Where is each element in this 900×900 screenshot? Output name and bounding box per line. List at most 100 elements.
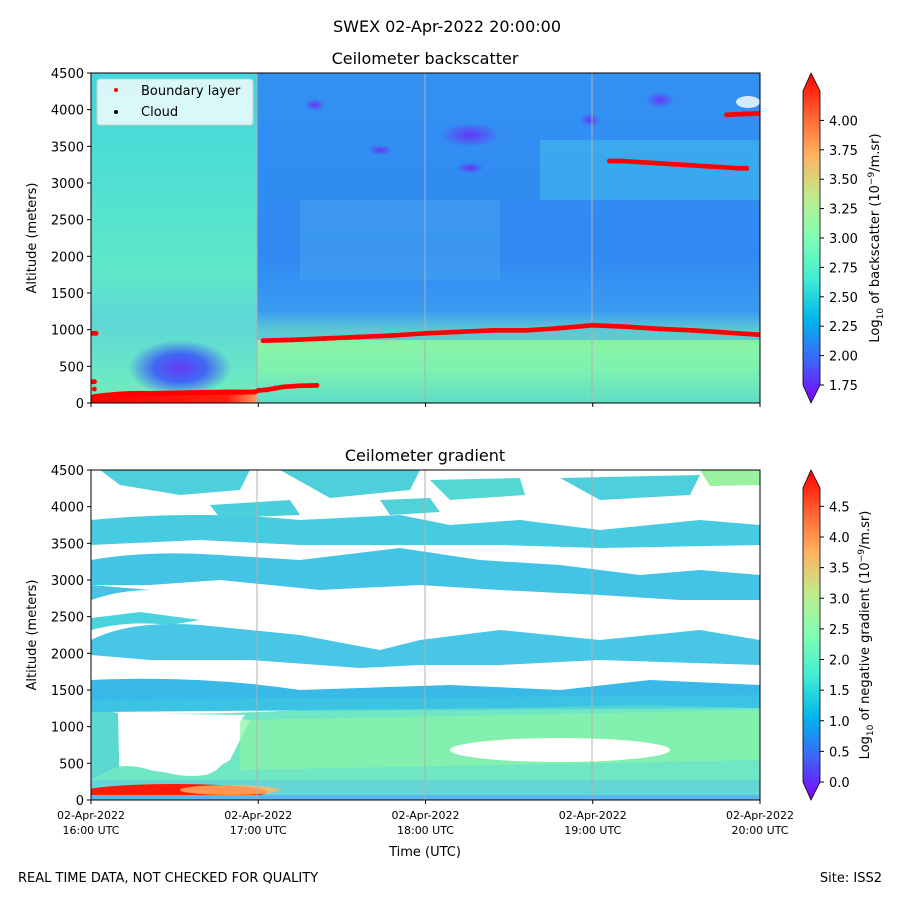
- y-tick-label: 1500: [51, 684, 84, 699]
- colorbar-tick-label: 0.5: [829, 745, 850, 760]
- figure-suptitle: SWEX 02-Apr-2022 20:00:00: [333, 17, 561, 36]
- boundary-layer-point: [740, 111, 746, 117]
- boundary-layer-point: [91, 379, 97, 385]
- boundary-layer-point: [744, 165, 750, 171]
- boundary-layer-point: [757, 110, 760, 116]
- boundary-layer-point: [623, 324, 629, 330]
- boundary-layer-point: [155, 391, 161, 396]
- backscatter-y-axis: 0 500 1000 1500 2000 2500 3000 3500 4000 4500: [51, 67, 91, 412]
- y-tick-label: 2500: [51, 611, 84, 626]
- y-tick-label: 3000: [51, 177, 84, 192]
- x-tick-date: 02-Apr-2022: [391, 809, 459, 822]
- y-tick-label: 2000: [51, 250, 84, 265]
- colorbar-tick-label: 2.00: [829, 350, 858, 365]
- x-tick-date: 02-Apr-2022: [224, 809, 292, 822]
- boundary-layer-point: [657, 326, 663, 332]
- backscatter-colorbar: 1.75 2.00 2.25 2.50 2.75 3.00 3.25 3.50 3.75 4.00…: [802, 72, 886, 404]
- boundary-layer-point: [757, 332, 760, 338]
- quality-disclaimer: REAL TIME DATA, NOT CHECKED FOR QUALITY: [18, 871, 318, 886]
- y-tick-label: 3500: [51, 537, 84, 552]
- y-tick-label: 4500: [51, 67, 84, 82]
- boundary-layer-point: [188, 390, 194, 396]
- boundary-layer-point: [93, 330, 99, 336]
- colorbar-tick-label: 3.50: [829, 173, 858, 188]
- y-tick-label: 4000: [51, 104, 84, 119]
- boundary-layer-point: [280, 384, 286, 390]
- legend-label-boundary-layer: Boundary layer: [141, 84, 241, 99]
- y-tick-label: 4000: [51, 501, 84, 516]
- y-tick-label: 2500: [51, 214, 84, 229]
- boundary-layer-point: [205, 390, 211, 396]
- boundary-layer-point: [456, 329, 462, 335]
- boundary-layer-point: [490, 328, 495, 333]
- backscatter-heatmap: [91, 73, 760, 403]
- backscatter-panel: Ceilometer backscatter: [25, 49, 886, 412]
- colorbar-tick-label: 0.0: [829, 776, 850, 791]
- x-tick-time: 16:00 UTC: [62, 824, 119, 837]
- boundary-layer-point: [222, 389, 228, 395]
- legend-marker-cloud: [114, 110, 118, 114]
- colorbar-tick-label: 2.5: [829, 623, 850, 638]
- boundary-layer-series: [91, 110, 760, 399]
- x-tick-date: 02-Apr-2022: [726, 809, 794, 822]
- boundary-layer-point: [690, 328, 696, 333]
- colorbar-tick-label: 2.50: [829, 291, 858, 306]
- gradient-x-axis: 02-Apr-2022 16:00 UTC 02-Apr-2022 17:00 UTC…: [57, 800, 794, 837]
- x-tick-date: 02-Apr-2022: [559, 809, 627, 822]
- y-tick-label: 0: [76, 397, 84, 412]
- gradient-heatmap: [91, 470, 760, 800]
- boundary-layer-point: [556, 325, 562, 331]
- gradient-title: Ceilometer gradient: [345, 446, 505, 465]
- y-tick-label: 1500: [51, 287, 84, 302]
- y-tick-label: 500: [59, 757, 84, 772]
- colorbar-tick-label: 2.75: [829, 261, 858, 276]
- boundary-layer-point: [91, 386, 97, 392]
- boundary-layer-point: [289, 337, 295, 343]
- boundary-layer-point: [122, 391, 127, 397]
- gradient-colorbar: 0.0 0.5 1.0 1.5 2.0 2.5 3.0 3.5 4.0 4.5 Log10 of …: [802, 469, 876, 801]
- boundary-layer-point: [590, 322, 596, 328]
- boundary-layer-point: [322, 336, 328, 341]
- gradient-panel: Ceilometer gradient: [25, 446, 876, 860]
- y-tick-label: 500: [59, 360, 84, 375]
- gradient-xlabel: Time (UTC): [388, 845, 461, 860]
- colorbar-tick-label: 4.5: [829, 500, 850, 515]
- boundary-layer-point: [91, 394, 97, 399]
- boundary-layer-point: [105, 392, 111, 398]
- colorbar-tick-label: 1.0: [829, 715, 850, 730]
- site-label: Site: ISS2: [820, 871, 882, 886]
- x-tick-time: 18:00 UTC: [397, 824, 454, 837]
- boundary-layer-point: [91, 330, 94, 336]
- backscatter-x-axis: [90, 403, 761, 407]
- colorbar-tick-label: 3.00: [829, 232, 858, 247]
- legend-marker-boundary-layer: [114, 88, 118, 92]
- colorbar-tick-label: 4.00: [829, 114, 858, 129]
- backscatter-colorbar-label: Log10 of backscatter (10−9/m.sr): [867, 133, 886, 342]
- colorbar-tick-label: 3.75: [829, 144, 858, 159]
- colorbar-tick-label: 3.25: [829, 203, 858, 218]
- colorbar-tick-label: 4.0: [829, 531, 850, 546]
- colorbar-tick-label: 3.0: [829, 592, 850, 607]
- y-tick-label: 1000: [51, 721, 84, 736]
- gradient-ylabel: Altitude (meters): [25, 580, 40, 691]
- boundary-layer-point: [297, 383, 303, 389]
- colorbar-tick-label: 3.5: [829, 562, 850, 577]
- boundary-layer-point: [389, 333, 395, 338]
- gradient-colorbar-label: Log10 of negative gradient (10−9/m.sr): [857, 511, 876, 760]
- boundary-layer-point: [172, 390, 178, 396]
- boundary-layer-point: [724, 330, 729, 335]
- backscatter-legend: Boundary layer Cloud: [96, 78, 254, 126]
- boundary-layer-point: [356, 334, 361, 340]
- colorbar-tick-label: 1.5: [829, 684, 850, 699]
- boundary-layer-point: [724, 112, 729, 118]
- boundary-layer-point: [607, 158, 612, 164]
- boundary-layer-point: [314, 383, 320, 388]
- gradient-y-axis: 0 500 1000 1500 2000 2500 3000 3500 4000 4500: [51, 464, 91, 809]
- y-tick-label: 3500: [51, 140, 84, 155]
- y-tick-label: 4500: [51, 464, 84, 479]
- legend-label-cloud: Cloud: [141, 105, 178, 120]
- boundary-layer-point: [423, 330, 428, 336]
- y-tick-label: 0: [76, 794, 84, 809]
- x-tick-time: 20:00 UTC: [731, 824, 788, 837]
